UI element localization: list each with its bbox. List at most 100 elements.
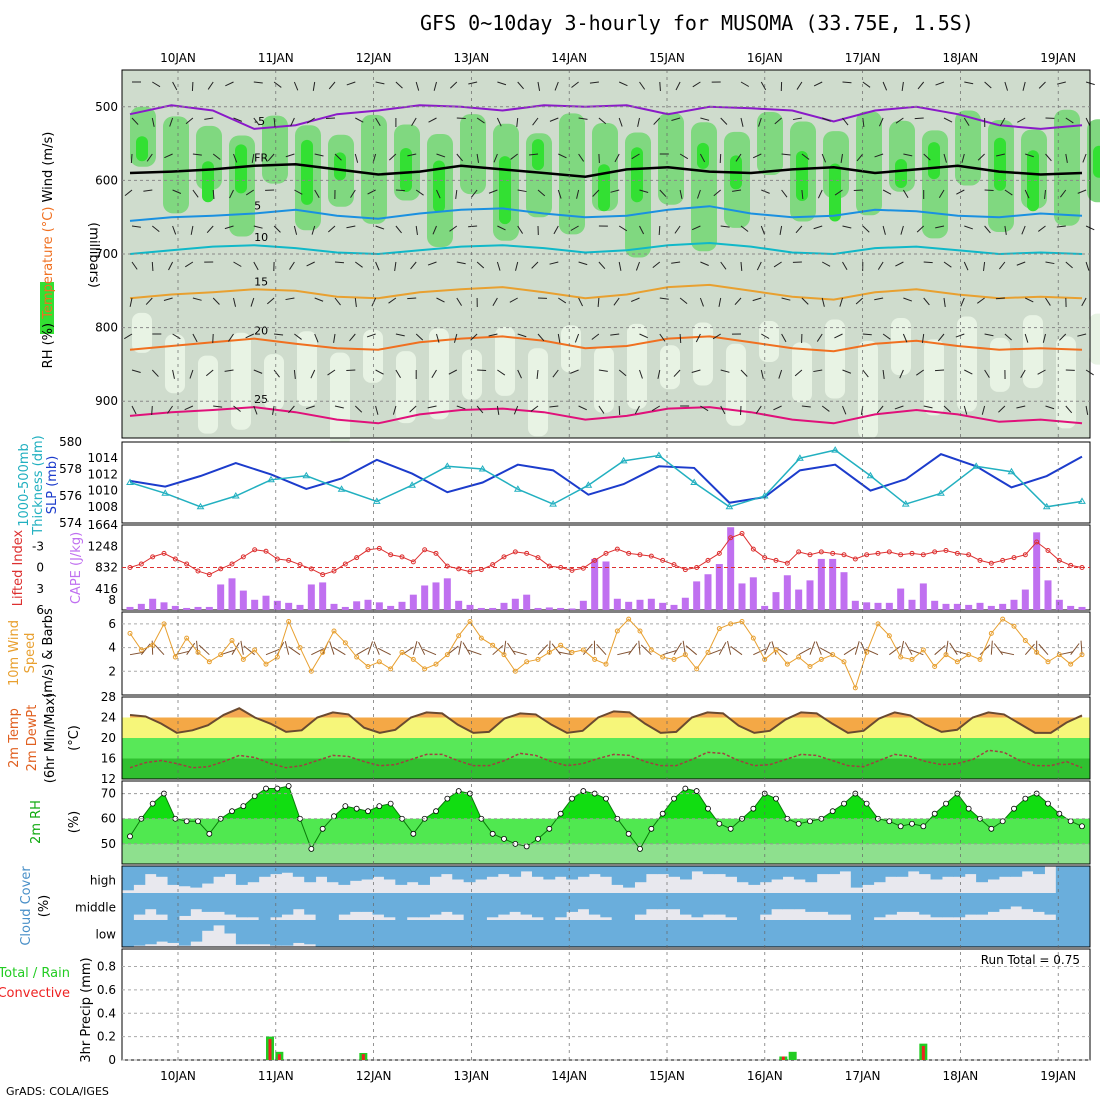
wind-barb (449, 81, 458, 89)
wind-speed-point (988, 630, 994, 636)
lifted-index-point (456, 566, 462, 572)
cloud-cell (326, 893, 339, 920)
lifted-index-point (886, 549, 892, 555)
wind-barb (596, 643, 607, 656)
rh2m-point (444, 795, 451, 802)
cape-bar (942, 603, 950, 610)
thickness-point (796, 454, 804, 461)
wind-barb (1004, 225, 1007, 235)
cloud-cell (486, 893, 499, 918)
cloud-cell (475, 893, 487, 920)
wind-barb (129, 651, 144, 656)
wind-barb (753, 648, 767, 656)
cape-bar (647, 598, 655, 610)
cloud-cell (1010, 920, 1023, 947)
lifted-index-point (864, 552, 870, 558)
cloud-cell (668, 866, 681, 877)
thickness-point (549, 500, 557, 507)
wind-speed-point (682, 652, 688, 658)
cape-bar (840, 572, 848, 610)
lifted-index-point (898, 552, 904, 558)
cloud-cell (691, 920, 704, 947)
rh-band (433, 160, 445, 213)
x-tick-label: 15JAN (649, 51, 685, 65)
cloud-cell (1078, 866, 1091, 893)
y-tick-label: 0.6 (97, 983, 116, 997)
wind-barb (910, 649, 924, 656)
wind-barb (231, 642, 240, 655)
lifted-index-point (1034, 539, 1040, 545)
wind-barb (233, 261, 242, 267)
cloud-cell (623, 920, 635, 947)
wind-barb (679, 153, 689, 160)
lifted-index-point (773, 557, 779, 563)
cape-bar (806, 580, 814, 610)
wind-barb (943, 297, 946, 307)
wind-barb (935, 81, 945, 86)
panel-frame (121, 611, 1091, 696)
wind-barb (1065, 153, 1068, 163)
wind-barb (468, 81, 478, 85)
wind-barb (862, 117, 865, 127)
lifted-index-point (263, 548, 269, 554)
cloud-cell (144, 920, 157, 945)
wind-barb (781, 153, 791, 156)
wind-speed-point (750, 635, 756, 641)
wind-barb (328, 81, 336, 90)
rh2m-point (195, 818, 201, 825)
lifted-index-point (648, 553, 654, 559)
wind-barb (395, 369, 401, 378)
wind-barb (517, 333, 527, 338)
wind-barb (274, 333, 284, 336)
wind-barb (285, 153, 295, 158)
temp-line (129, 707, 1083, 734)
rh-band (895, 159, 907, 189)
rh-band (994, 137, 1006, 191)
wind-barb (124, 189, 133, 197)
cloud-cell (816, 920, 829, 947)
wind-barb (979, 644, 991, 656)
cape-bar (183, 607, 191, 610)
wind-speed-point (1011, 623, 1017, 629)
wind-barb (233, 405, 241, 412)
cloud-cell (281, 866, 294, 873)
wind-barb (882, 81, 888, 91)
rh-band (726, 343, 746, 426)
wind-barb (517, 369, 522, 379)
wind-barb (981, 405, 986, 415)
wind-barb (718, 297, 722, 307)
cloud-cell (418, 920, 430, 947)
wind-barb (1044, 189, 1046, 200)
y-tick-label: 1664 (87, 518, 118, 532)
cloud-cell (406, 893, 419, 918)
cloud-cell (930, 920, 943, 947)
wind-barb (598, 117, 607, 125)
cloud-cell (235, 866, 248, 885)
wind-speed-point (161, 621, 167, 627)
wind-barb (578, 297, 583, 307)
x-tick-label: 13JAN (454, 51, 490, 65)
cape-bar (693, 581, 701, 610)
cloud-cell (998, 893, 1011, 910)
cloud-cell (828, 893, 840, 915)
wind-barb (415, 81, 420, 91)
cloud-cell (771, 866, 784, 880)
y-axis-title: 3hr Precip (mm) (79, 957, 94, 1062)
wind-speed-point (728, 621, 734, 627)
wind-barb (740, 369, 748, 377)
wind-barb (1077, 333, 1087, 337)
wind-barb (377, 647, 391, 656)
wind-barb (598, 405, 605, 414)
wind-barb (990, 640, 993, 655)
wind-barb (903, 153, 913, 157)
cloud-cell (144, 866, 157, 875)
cloud-cell (201, 920, 214, 931)
cloud-cell (167, 893, 180, 920)
rh-band (202, 161, 214, 203)
wind-barb (964, 225, 973, 230)
wind-barb (476, 153, 480, 163)
wind-barb (537, 81, 541, 91)
wind-barb (306, 261, 315, 267)
cloud-cell (224, 866, 237, 875)
rh2m-point (999, 818, 1006, 825)
